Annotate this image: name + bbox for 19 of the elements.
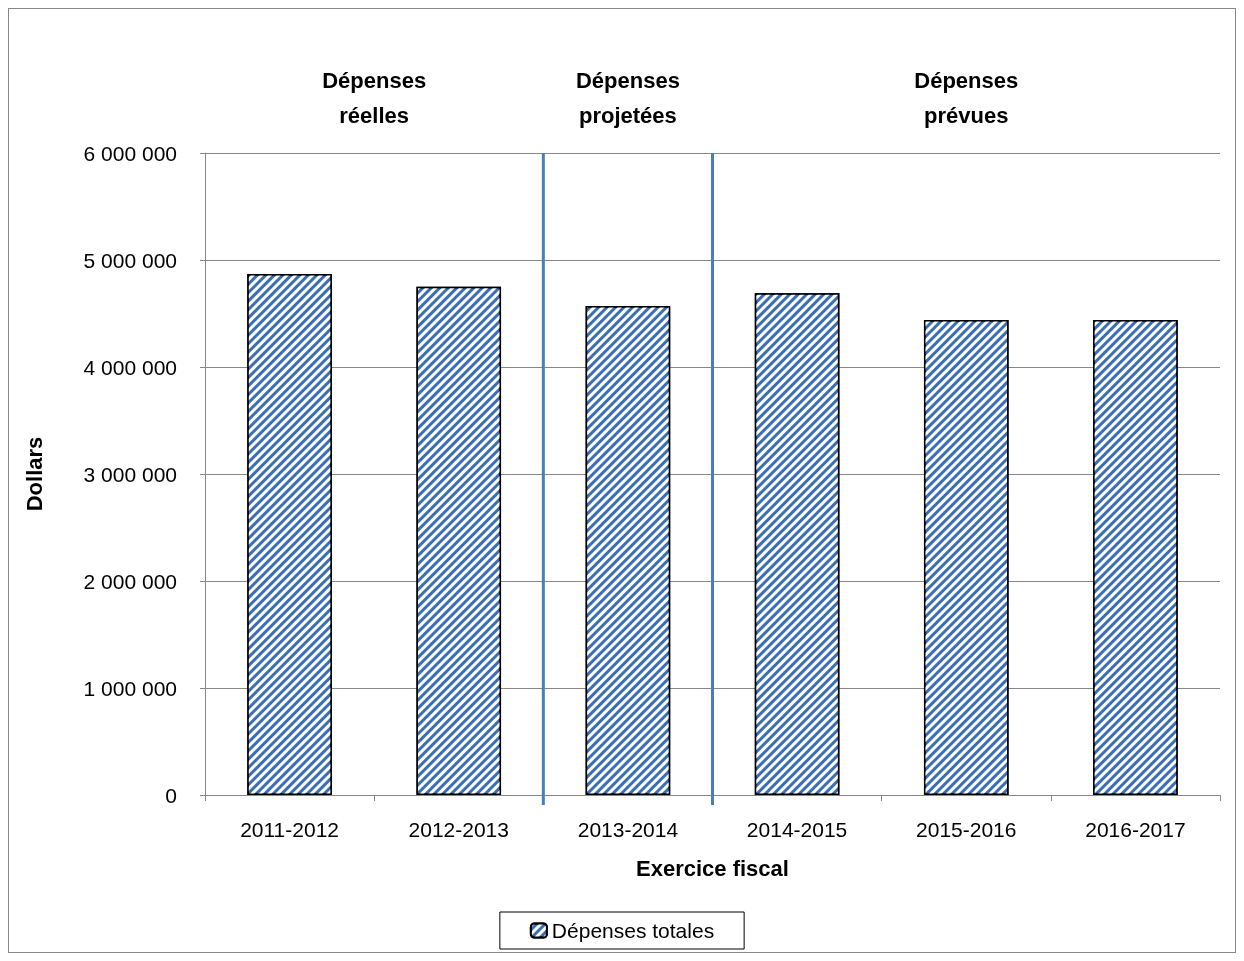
text: Dépenses prévues <box>914 68 1019 128</box>
y-tick-label: 6 000 000 <box>83 141 177 165</box>
x-tick-label: 2014-2015 <box>746 818 848 841</box>
x-tick-label: 2015-2016 <box>916 818 1017 841</box>
legend-label: Dépenses totales <box>551 919 715 942</box>
x-tick-label: 2013-2014 <box>577 818 679 841</box>
text: Dépenses réelles <box>322 68 427 128</box>
y-tick-label: 2 000 000 <box>83 569 177 593</box>
y-tick-label: 1 000 000 <box>83 676 177 700</box>
x-tick-label: 2016-2017 <box>1085 818 1186 841</box>
y-axis-title: Dollars <box>21 436 47 512</box>
y-tick-label: 3 000 000 <box>83 462 177 486</box>
x-tick-label: 2011-2012 <box>240 818 340 841</box>
y-tick-label: 0 <box>165 783 177 807</box>
text: Dépenses projetées <box>575 68 680 128</box>
y-tick-label: 4 000 000 <box>83 355 177 379</box>
x-tick-label: 2012-2013 <box>408 818 509 841</box>
y-tick-label: 5 000 000 <box>83 248 177 272</box>
x-axis-title: Exercice fiscal <box>636 855 789 881</box>
